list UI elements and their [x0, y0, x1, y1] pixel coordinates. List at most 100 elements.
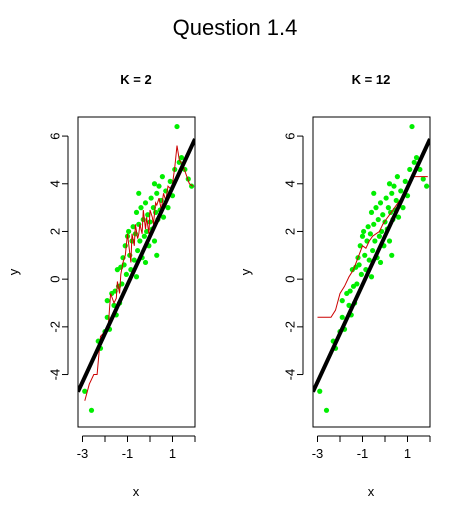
x-tick-label: 1 [169, 446, 176, 461]
data-point [369, 210, 374, 215]
data-point [354, 281, 359, 286]
data-point [368, 231, 373, 236]
panel-k12: K = 12 x y -3 -1 1 -4 -2 0 2 4 6 [238, 72, 430, 499]
panel-k2-xlabel: x [133, 484, 140, 499]
data-point [391, 184, 396, 189]
data-point [371, 191, 376, 196]
data-point [154, 191, 159, 196]
plot-area [78, 124, 195, 413]
data-point [386, 205, 391, 210]
data-point [360, 234, 365, 239]
data-point [378, 260, 383, 265]
panel-k2: K = 2 x y -3 -1 1 -4 -2 0 2 4 6 [6, 72, 195, 499]
x-tick-label: -1 [122, 446, 134, 461]
data-point [384, 195, 389, 200]
data-point [371, 222, 376, 227]
data-point [387, 238, 392, 243]
data-point [143, 260, 148, 265]
data-point [340, 315, 345, 320]
y-tick-label: -4 [47, 369, 62, 381]
data-point [136, 191, 141, 196]
regression-line [313, 139, 430, 392]
data-point [387, 181, 392, 186]
y-tick-label: 4 [47, 180, 62, 187]
x-tick-label: -3 [77, 446, 89, 461]
data-point [403, 179, 408, 184]
data-point [376, 217, 381, 222]
data-point [340, 298, 345, 303]
data-point [152, 238, 157, 243]
data-point [361, 229, 366, 234]
data-point [317, 389, 322, 394]
data-point [152, 181, 157, 186]
panel-k2-plot: -3 -1 1 -4 -2 0 2 4 6 [47, 117, 195, 461]
x-tick-label: -3 [312, 446, 324, 461]
panel-k12-ylabel: y [238, 268, 253, 275]
data-point [409, 124, 414, 129]
knn-fit-line [318, 177, 428, 318]
y-tick-label: 0 [282, 276, 297, 283]
data-point [126, 229, 131, 234]
data-point [89, 408, 94, 413]
data-point [123, 243, 128, 248]
data-point [324, 408, 329, 413]
data-point [124, 272, 129, 277]
data-point [395, 174, 400, 179]
data-point [389, 253, 394, 258]
data-point [370, 248, 375, 253]
y-tick-label: 6 [47, 132, 62, 139]
data-point [142, 234, 147, 239]
figure-title: Question 1.4 [173, 15, 298, 40]
data-point [153, 210, 158, 215]
data-point [149, 195, 154, 200]
y-tick-label: 0 [47, 276, 62, 283]
data-point [369, 274, 374, 279]
data-point [137, 238, 142, 243]
data-point [378, 200, 383, 205]
panel-k12-title: K = 12 [352, 72, 391, 87]
data-point [174, 124, 179, 129]
x-tick-label: 1 [404, 446, 411, 461]
data-point [138, 205, 143, 210]
data-point [105, 298, 110, 303]
panel-k2-title: K = 2 [120, 72, 151, 87]
data-point [424, 184, 429, 189]
data-point [348, 288, 353, 293]
y-tick-label: 6 [282, 132, 297, 139]
panel-k2-ylabel: y [6, 268, 21, 275]
data-point [389, 191, 394, 196]
data-point [135, 248, 140, 253]
data-point [143, 200, 148, 205]
data-point [377, 234, 382, 239]
plot-area [313, 124, 430, 413]
regression-line [78, 139, 195, 392]
y-tick-label: -4 [282, 369, 297, 381]
y-tick-label: -2 [47, 321, 62, 333]
panel-k12-xlabel: x [368, 484, 375, 499]
data-point [362, 253, 367, 258]
data-point [372, 238, 377, 243]
data-point [357, 262, 362, 267]
data-point [359, 272, 364, 277]
x-tick-label: -1 [357, 446, 369, 461]
data-point [412, 160, 417, 165]
y-tick-label: 4 [282, 180, 297, 187]
data-point [160, 174, 165, 179]
data-point [366, 224, 371, 229]
y-tick-label: 2 [47, 228, 62, 235]
data-point [421, 176, 426, 181]
data-point [134, 210, 139, 215]
data-point [156, 184, 161, 189]
panel-k12-plot: -3 -1 1 -4 -2 0 2 4 6 [282, 117, 430, 461]
data-point [380, 212, 385, 217]
data-point [154, 253, 159, 258]
y-tick-label: 2 [282, 228, 297, 235]
data-point [398, 188, 403, 193]
data-point [407, 167, 412, 172]
knn-fit-line [85, 146, 193, 401]
y-tick-label: -2 [282, 321, 297, 333]
data-point [168, 179, 173, 184]
data-point [134, 274, 139, 279]
